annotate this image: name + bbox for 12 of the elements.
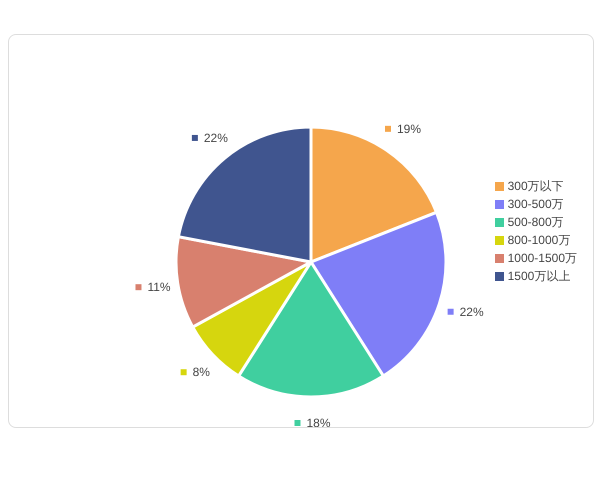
legend-label: 300万以下 [508, 179, 564, 193]
data-label: 19% [396, 122, 422, 136]
legend-label: 1500万以上 [508, 269, 570, 283]
data-label: 22% [460, 304, 484, 319]
legend-label: 300-500万 [508, 197, 564, 211]
legend-label: 1000-1500万 [508, 251, 577, 265]
legend-label: 500-800万 [508, 215, 564, 229]
data-label: 8% [192, 365, 210, 380]
data-label: 18% [306, 416, 331, 430]
data-label: 11% [147, 280, 171, 294]
data-label: 22% [204, 130, 228, 145]
legend-label: 800-1000万 [508, 233, 570, 247]
